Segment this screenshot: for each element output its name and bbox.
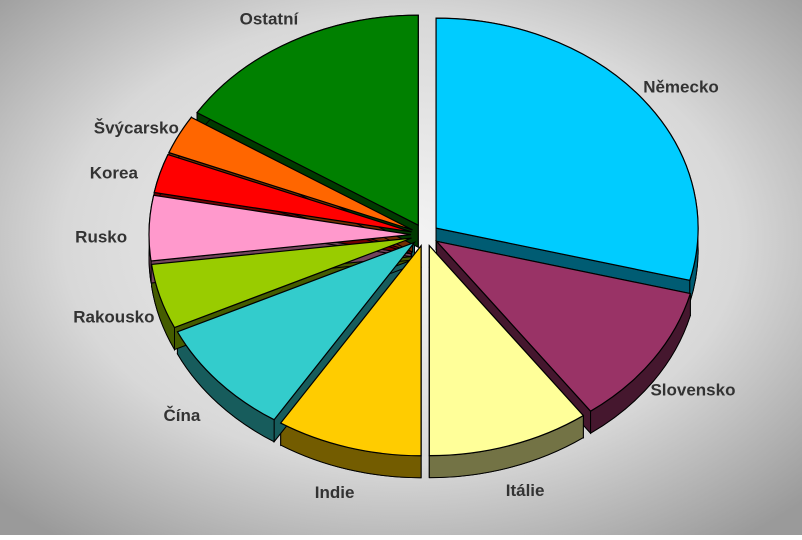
- slice-label: Rusko: [75, 227, 127, 246]
- slice-label: Itálie: [506, 481, 545, 500]
- slice-label: Korea: [90, 164, 139, 183]
- slice-label: Slovensko: [650, 381, 735, 400]
- slice-label: Indie: [315, 483, 355, 502]
- slice-label: Německo: [643, 77, 719, 96]
- slice-label: Čína: [164, 406, 201, 425]
- slice-label: Ostatní: [240, 9, 300, 28]
- slice-label: Rakousko: [73, 307, 154, 326]
- chart: Německo Slovensko Itálie Indie Čína Rakousko R…: [0, 0, 802, 535]
- slice-label: Švýcarsko: [94, 118, 179, 137]
